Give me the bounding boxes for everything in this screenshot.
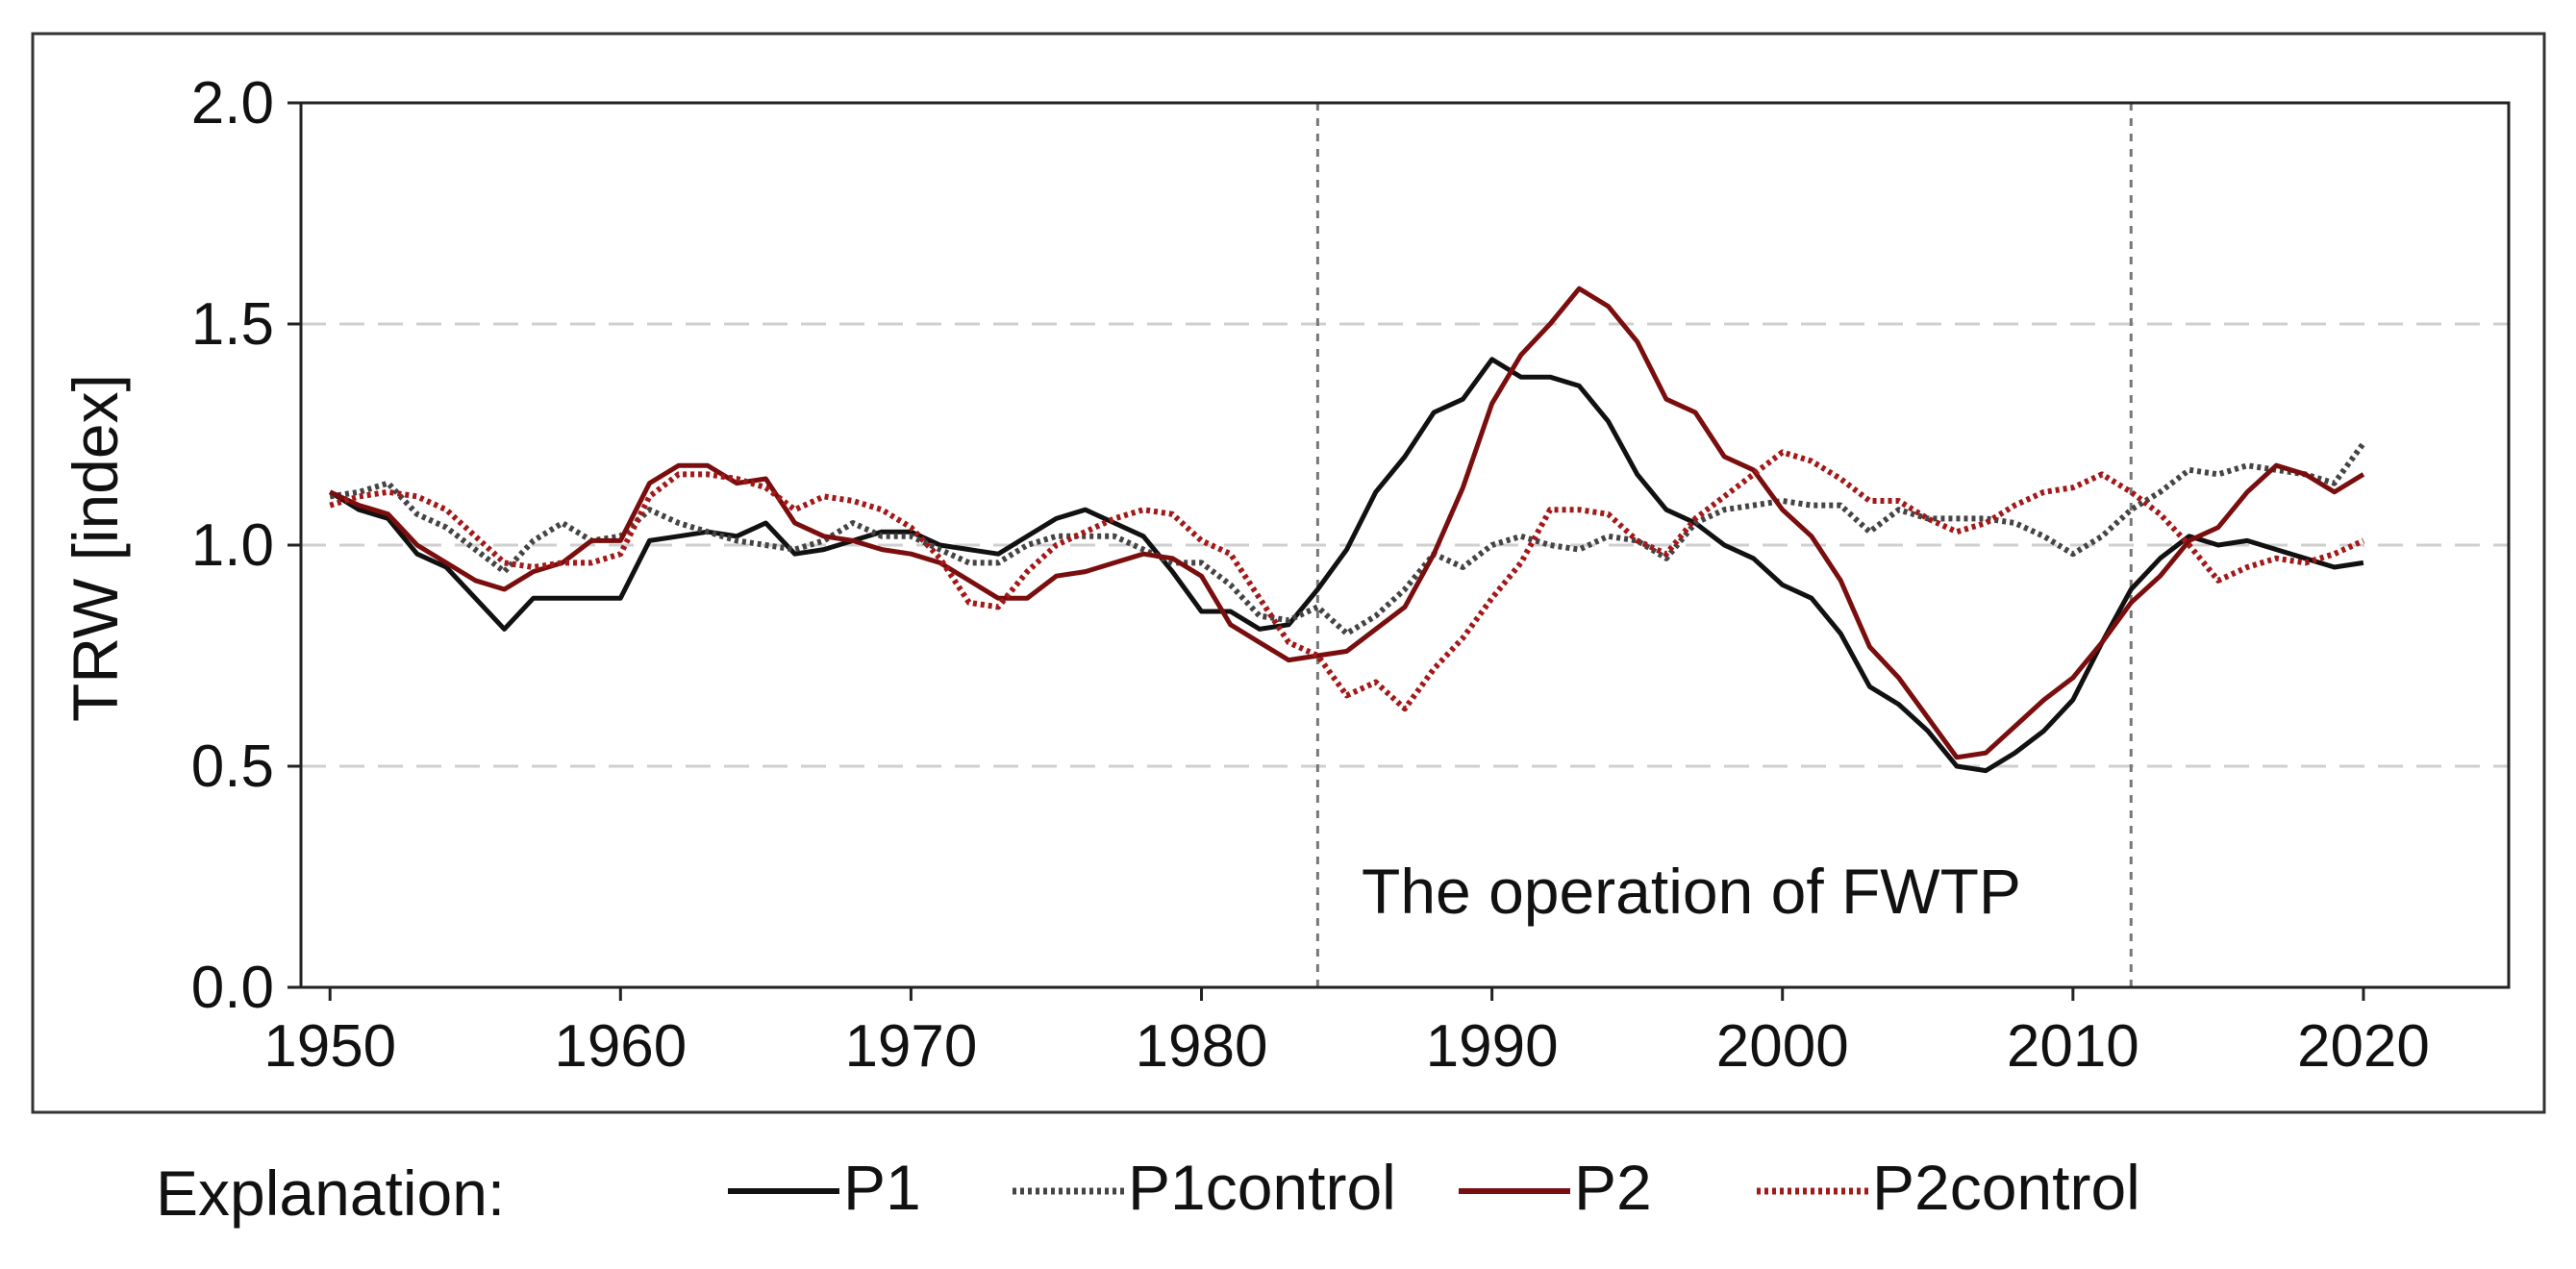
series-line-p1	[328, 357, 2364, 774]
y-tick-label-0-0: 0.0	[191, 955, 274, 1021]
series-line-p2	[329, 286, 2365, 760]
x-tick-label-2010: 2010	[2007, 1013, 2139, 1080]
y-tick-label-0-5: 0.5	[191, 734, 274, 800]
grid-lines	[301, 322, 2509, 768]
x-axis-ticks: 1950 1960 1970 1980 1990 2000 2010 2020	[263, 987, 2430, 1080]
x-tick-label-1960: 1960	[554, 1013, 687, 1080]
legend-label-p2control: P2control	[1872, 1152, 2140, 1223]
legend-label-p1control: P1control	[1128, 1152, 1396, 1223]
y-tick-label-1-0: 1.0	[191, 512, 274, 579]
x-tick-label-2020: 2020	[2297, 1013, 2430, 1080]
legend-label-p2: P2	[1574, 1152, 1652, 1223]
x-tick-label-1950: 1950	[263, 1013, 396, 1080]
legend: Explanation: P1 P1control P2 P2control	[156, 1152, 2140, 1229]
figure-border	[31, 32, 2546, 1114]
x-tick-label-1990: 1990	[1426, 1013, 1559, 1080]
series-lines	[328, 286, 2366, 774]
legend-items: P1 P1control P2 P2control	[728, 1152, 2140, 1223]
series-line-p2control	[329, 449, 2365, 712]
series-line-p1control	[329, 441, 2366, 636]
y-tick-label-2-0: 2.0	[191, 70, 274, 137]
x-tick-label-1970: 1970	[844, 1013, 977, 1080]
x-tick-label-2000: 2000	[1716, 1013, 1849, 1080]
y-axis-ticks: 0.0 0.5 1.0 1.5 2.0	[191, 70, 301, 1021]
legend-label-p1: P1	[843, 1152, 921, 1223]
y-tick-label-1-5: 1.5	[191, 291, 274, 358]
fwtp-annotation: The operation of FWTP	[1362, 856, 2021, 927]
legend-title: Explanation:	[156, 1157, 505, 1229]
y-axis-title: TRW [index]	[60, 374, 131, 722]
x-tick-label-1980: 1980	[1136, 1013, 1268, 1080]
